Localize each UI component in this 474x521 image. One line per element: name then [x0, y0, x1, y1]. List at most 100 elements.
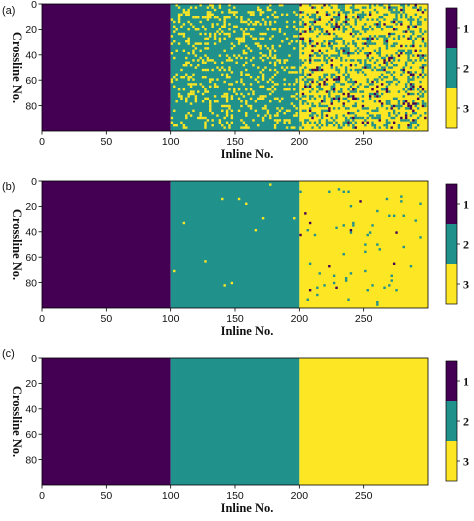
panel-a-noise-pixel	[240, 104, 243, 108]
panel-a-noise-pixel	[373, 42, 377, 45]
panel-a-noise-pixel	[320, 42, 324, 45]
panel-a-noise-pixel	[395, 64, 398, 67]
panel-a-noise-pixel	[216, 85, 219, 88]
panel-a-noise-pixel	[404, 114, 408, 117]
panel-a-noise-pixel	[209, 107, 212, 110]
panel-a-noise-pixel	[318, 49, 321, 52]
panel-a-noise-pixel	[424, 54, 427, 57]
panel-a-noise-pixel	[349, 116, 353, 120]
panel-a-noise-pixel	[366, 40, 369, 43]
panel-a-noise-pixel	[201, 68, 205, 72]
panel-a-noise-pixel	[424, 8, 427, 12]
panel-a-noise-pixel	[311, 30, 314, 33]
panel-a-noise-pixel	[311, 13, 314, 16]
panel-a-noise-pixel	[311, 126, 314, 129]
panel-a-noise-pixel	[400, 119, 403, 122]
panel-a-noise-pixel	[271, 28, 274, 31]
panel-a-noise-pixel	[223, 95, 226, 98]
panel-a-noise-pixel	[361, 6, 365, 9]
panel-b-noise-pixel	[337, 188, 341, 191]
panel-b-ytick-label: 20	[25, 201, 37, 213]
panel-a-noise-pixel	[237, 54, 241, 57]
panel-a-noise-pixel	[385, 119, 389, 122]
panel-a-noise-pixel	[390, 56, 393, 60]
panel-a-noise-pixel	[352, 95, 355, 98]
panel-a-noise-pixel	[342, 4, 345, 7]
panel-a-noise-pixel	[416, 35, 420, 38]
panel-a-noise-pixel	[421, 104, 425, 108]
panel-a-noise-pixel	[325, 32, 329, 36]
panel-a-noise-pixel	[388, 71, 391, 74]
panel-a-noise-pixel	[192, 90, 195, 93]
panel-a-noise-pixel	[228, 11, 231, 14]
panel-a-noise-pixel	[404, 16, 408, 19]
panel-a-noise-pixel	[335, 47, 338, 50]
panel-a-noise-pixel	[419, 66, 422, 69]
panel-b-noise-pixel	[237, 197, 241, 201]
panel-a-noise-pixel	[201, 61, 205, 64]
panel-a-noise-pixel	[189, 23, 193, 26]
panel-a-noise-pixel	[273, 64, 277, 67]
panel-a-noise-pixel	[204, 126, 207, 129]
panel-a-noise-pixel	[373, 116, 377, 120]
panel-a-noise-pixel	[407, 102, 410, 105]
panel-a-noise-pixel	[390, 20, 393, 24]
panel-a-noise-pixel	[295, 80, 298, 84]
panel-a-noise-pixel	[261, 73, 265, 76]
panel-a-noise-pixel	[390, 80, 393, 84]
panel-a-noise-pixel	[412, 61, 415, 64]
panel-a-noise-pixel	[325, 59, 329, 62]
panel-a-noise-pixel	[402, 35, 405, 38]
panel-a-noise-pixel	[337, 16, 341, 19]
panel-a-noise-pixel	[397, 80, 401, 84]
panel-a-noise-pixel	[376, 116, 379, 120]
panel-a-noise-pixel	[320, 114, 324, 117]
panel-a-noise-pixel	[368, 6, 372, 9]
panel-a-noise-pixel	[316, 124, 319, 127]
panel-a-xtick-label: 0	[39, 136, 45, 148]
panel-a-noise-pixel	[230, 59, 234, 62]
panel-a-noise-pixel	[194, 54, 198, 57]
panel-a-noise-pixel	[392, 20, 396, 24]
panel-a-noise-pixel	[402, 6, 405, 9]
panel-a-noise-pixel	[266, 80, 270, 84]
panel-a-noise-pixel	[366, 44, 369, 48]
panel-a-noise-pixel	[192, 83, 195, 86]
panel-a-noise-pixel	[180, 32, 183, 36]
panel-a-noise-pixel	[361, 37, 365, 40]
panel-a-noise-pixel	[223, 92, 226, 96]
panel-a-noise-pixel	[245, 126, 248, 129]
panel-a-noise-pixel	[185, 11, 188, 14]
panel-a-noise-pixel	[304, 66, 307, 69]
panel-a-noise-pixel	[380, 73, 384, 76]
panel-a-noise-pixel	[288, 42, 291, 45]
panel-a-noise-pixel	[182, 35, 186, 38]
panel-a-noise-pixel	[416, 20, 420, 24]
panel-a-noise-pixel	[352, 52, 355, 55]
panel-a-noise-pixel	[383, 56, 386, 60]
panel-a-noise-pixel	[293, 88, 296, 91]
panel-a-noise-pixel	[295, 28, 298, 31]
panel-a-noise-pixel	[424, 18, 427, 21]
panel-a-noise-pixel	[412, 30, 415, 33]
panel-a-noise-pixel	[414, 112, 417, 115]
panel-b-xtick-label: 100	[162, 313, 180, 325]
panel-c-colorbar-swatch	[446, 361, 457, 401]
panel-a-noise-pixel	[218, 4, 222, 7]
panel-b-noise-pixel	[342, 190, 345, 193]
panel-a-noise-pixel	[342, 49, 345, 52]
panel-a-noise-pixel	[170, 35, 174, 38]
panel-a-noise-pixel	[173, 30, 176, 33]
panel-a-noise-pixel	[285, 66, 289, 69]
panel-a-noise-pixel	[318, 25, 321, 28]
panel-a-noise-pixel	[364, 37, 367, 40]
panel-a-noise-pixel	[373, 8, 377, 12]
panel-a-noise-pixel	[261, 95, 265, 98]
panel-a-noise-pixel	[318, 119, 321, 122]
panel-a-noise-pixel	[216, 16, 219, 19]
panel-a-noise-pixel	[283, 119, 286, 122]
panel-a-noise-pixel	[337, 13, 341, 16]
panel-a-noise-pixel	[320, 88, 324, 91]
panel-a-noise-pixel	[361, 66, 365, 69]
panel-a-ytick-label: 20	[25, 24, 37, 36]
